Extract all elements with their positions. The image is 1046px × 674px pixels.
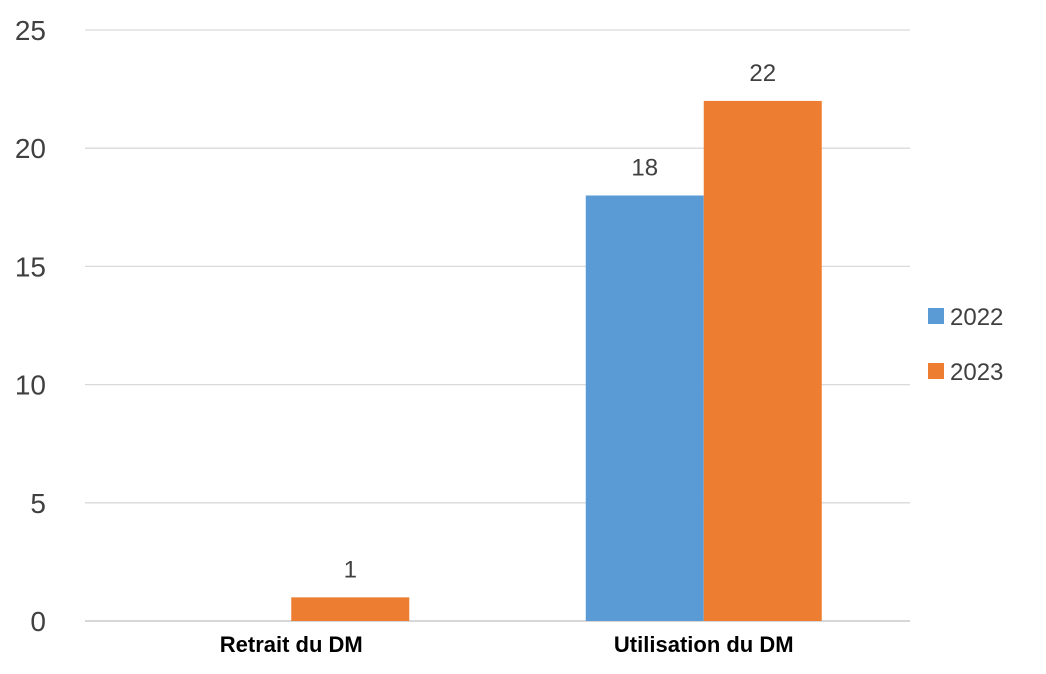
legend-label: 2022 <box>950 304 1003 331</box>
y-tick-label: 15 <box>15 251 46 282</box>
legend-item-2022[interactable]: 2022 <box>928 304 1003 331</box>
legend-swatch <box>928 308 944 324</box>
bar-2023-1 <box>703 100 822 622</box>
data-label-2023-1: 22 <box>749 60 776 87</box>
y-axis-ticks: 0 5 10 15 20 25 <box>15 15 46 637</box>
legend[interactable]: 2022 2023 <box>928 304 1003 386</box>
x-tick-label: Utilisation du DM <box>614 632 794 657</box>
legend-swatch <box>928 363 944 379</box>
bar-2023-0 <box>291 597 410 621</box>
data-labels: 1 18 22 <box>344 60 777 583</box>
x-axis-ticks: Retrait du DM Utilisation du DM <box>220 632 794 657</box>
y-tick-label: 5 <box>30 488 46 519</box>
y-tick-label: 10 <box>15 370 46 401</box>
x-tick-label: Retrait du DM <box>220 632 363 657</box>
y-tick-label: 0 <box>30 606 46 637</box>
y-tick-label: 20 <box>15 133 46 164</box>
data-label-2023-0: 1 <box>344 556 357 583</box>
legend-label: 2023 <box>950 359 1003 386</box>
y-tick-label: 25 <box>15 15 46 46</box>
data-label-2022-1: 18 <box>631 154 658 181</box>
legend-item-2023[interactable]: 2023 <box>928 359 1003 386</box>
bar-2022-1 <box>585 195 704 622</box>
bars <box>291 100 822 622</box>
